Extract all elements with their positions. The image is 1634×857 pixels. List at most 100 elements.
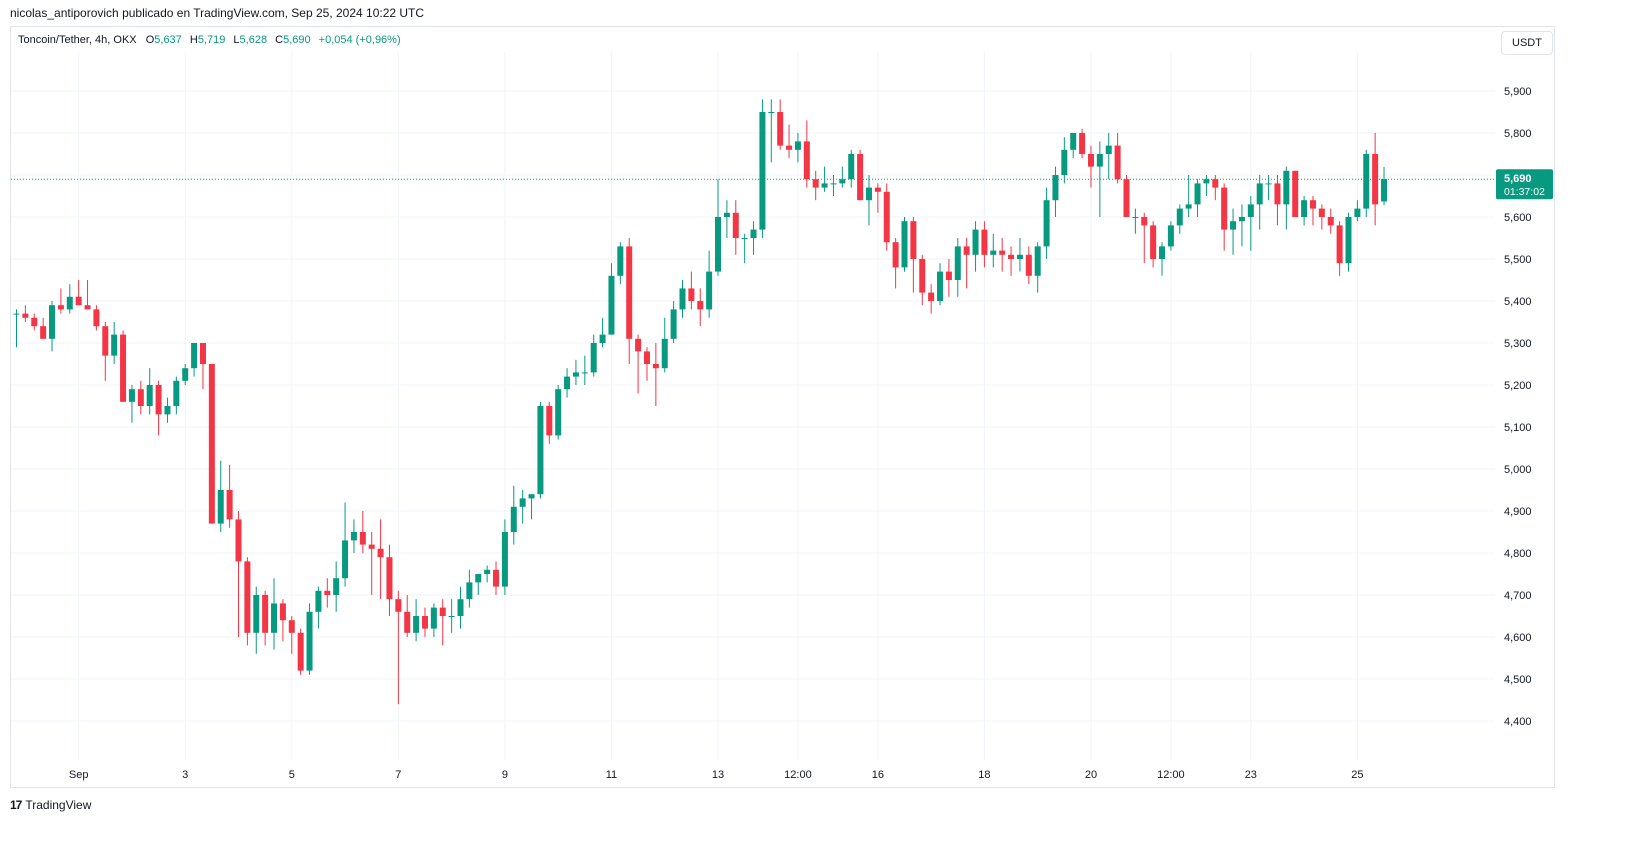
candle-body: [1008, 254, 1015, 259]
candle-body: [1167, 225, 1174, 247]
candle-body: [342, 540, 349, 579]
x-tick-label: 5: [289, 769, 295, 781]
candle-body: [164, 406, 171, 415]
price-badge-value: 5,690: [1504, 173, 1532, 185]
candle-body: [1025, 254, 1032, 276]
candle-body: [146, 385, 153, 406]
candle-body: [590, 343, 597, 373]
y-tick-label: 4,700: [1504, 590, 1532, 602]
candle-body: [208, 364, 215, 524]
candle-body: [368, 544, 375, 549]
candle-body: [1372, 154, 1379, 205]
candle-body: [430, 607, 437, 629]
candle-body: [821, 183, 828, 188]
candle-body: [448, 616, 455, 617]
candle-body: [439, 607, 446, 616]
candle-body: [786, 145, 793, 150]
candle-body: [732, 212, 739, 238]
candle-body: [199, 343, 206, 364]
y-tick-label: 5,900: [1504, 86, 1532, 98]
candle-body: [919, 259, 926, 293]
candle-body: [688, 288, 695, 301]
x-tick-label: 9: [502, 769, 508, 781]
x-tick-label: 7: [395, 769, 401, 781]
candle-body: [288, 620, 295, 633]
y-tick-label: 4,900: [1504, 506, 1532, 518]
candle-body: [528, 494, 535, 499]
y-tick-label: 4,500: [1504, 674, 1532, 686]
candle-body: [22, 313, 29, 318]
candle-body: [1274, 183, 1281, 205]
candle-body: [31, 317, 38, 327]
candle-body: [1079, 133, 1086, 154]
y-tick-label: 5,000: [1504, 464, 1532, 476]
candle-body: [715, 217, 722, 272]
candle-body: [1105, 145, 1112, 154]
candle-body: [1309, 200, 1316, 209]
currency-button[interactable]: USDT: [1501, 31, 1553, 55]
y-tick-label: 4,600: [1504, 632, 1532, 644]
change-value: +0,054 (+0,96%): [318, 34, 401, 46]
low-label: L: [233, 34, 240, 46]
candle-body: [1114, 145, 1121, 180]
x-tick-label: 18: [978, 769, 990, 781]
candle-body: [57, 305, 64, 310]
candle-body: [1363, 154, 1370, 209]
candle-body: [777, 112, 784, 146]
candle-body: [999, 250, 1006, 255]
open-value: 5,637: [154, 34, 182, 46]
candle-body: [1150, 225, 1157, 259]
candle-body: [1123, 179, 1130, 217]
candle-body: [120, 334, 127, 402]
candle-body: [84, 305, 91, 310]
candle-body: [892, 242, 899, 268]
candle-body: [706, 271, 713, 310]
candle-body: [1132, 217, 1139, 218]
candle-body: [839, 179, 846, 184]
candle-body: [1238, 217, 1245, 222]
candle-body: [1354, 208, 1361, 217]
candle-body: [510, 506, 517, 532]
candle-body: [697, 301, 704, 310]
candle-body: [1070, 133, 1077, 150]
candle-body: [1034, 246, 1041, 276]
candle-body: [981, 229, 988, 255]
candle-body: [954, 246, 961, 280]
candle-body: [848, 154, 855, 180]
candle-body: [386, 557, 393, 600]
x-tick-label: 12:00: [784, 769, 812, 781]
candle-body: [750, 229, 757, 238]
candle-body: [66, 296, 73, 310]
tradingview-logo-icon: 17: [10, 798, 22, 812]
candle-body: [830, 183, 837, 185]
candle-body: [466, 582, 473, 600]
price-badge: [1496, 169, 1553, 200]
candle-body: [40, 326, 47, 339]
candle-body: [1247, 204, 1254, 217]
chart-frame: [10, 26, 1555, 788]
candle-body: [803, 141, 810, 180]
y-tick-label: 5,400: [1504, 296, 1532, 308]
candle-body: [297, 632, 304, 671]
candle-body: [111, 334, 118, 356]
candle-body: [182, 368, 189, 381]
candle-body: [377, 548, 384, 558]
candle-body: [271, 603, 278, 633]
candle-body: [1265, 183, 1272, 185]
x-tick-label: 13: [712, 769, 724, 781]
candle-body: [475, 574, 482, 583]
candle-body: [1212, 179, 1219, 188]
candle-body: [413, 616, 420, 633]
x-tick-label: 25: [1351, 769, 1363, 781]
candle-body: [1318, 208, 1325, 217]
candle-body: [661, 338, 668, 369]
y-tick-label: 5,200: [1504, 380, 1532, 392]
footer-branding: 17 TradingView: [10, 798, 91, 812]
low-value: 5,628: [239, 34, 268, 46]
candle-body: [493, 569, 500, 587]
candle-body: [643, 351, 650, 364]
y-tick-label: 4,400: [1504, 716, 1532, 728]
candle-body: [501, 532, 508, 587]
candle-body: [555, 389, 562, 436]
